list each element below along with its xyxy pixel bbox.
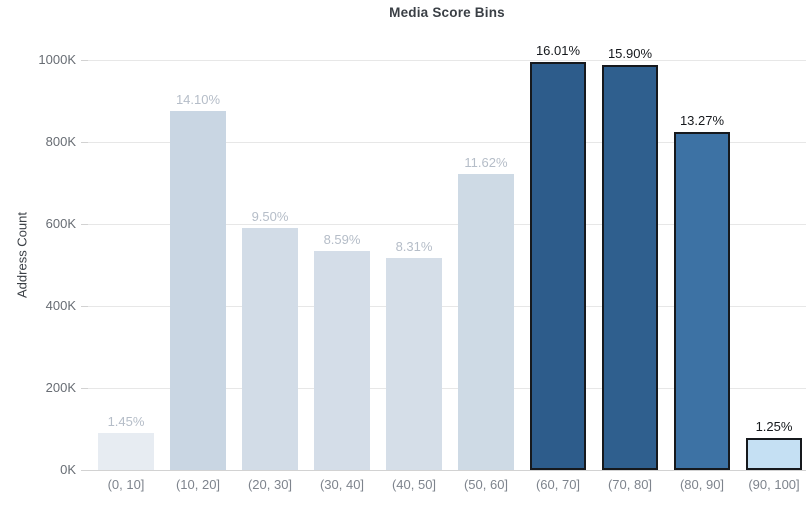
x-axis-tick-label: (20, 30]	[247, 477, 293, 492]
gridline	[88, 306, 806, 307]
x-axis-tick-label: (60, 70]	[535, 477, 581, 492]
gridline	[88, 142, 806, 143]
chart-title: Media Score Bins	[389, 5, 505, 20]
bar[interactable]	[386, 258, 442, 470]
bar-percent-label: 16.01%	[535, 43, 581, 58]
gridline	[88, 224, 806, 225]
x-axis-tick-label: (90, 100]	[748, 477, 800, 492]
bar-percent-label: 1.45%	[107, 414, 145, 429]
bar[interactable]	[602, 65, 658, 470]
bar-percent-label: 11.62%	[464, 155, 508, 170]
y-axis-tick-label: 200K	[45, 380, 76, 395]
x-axis-tick-label: (70, 80]	[607, 477, 653, 492]
bar-percent-label: 8.59%	[323, 232, 361, 247]
bar-percent-label: 8.31%	[395, 239, 433, 254]
bar[interactable]	[458, 174, 514, 470]
x-axis-tick-label: (80, 90]	[679, 477, 725, 492]
x-axis-tick-label: (40, 50]	[391, 477, 437, 492]
y-tick-mark	[81, 142, 88, 143]
y-axis-tick-label: 1000K	[38, 52, 76, 67]
y-tick-mark	[81, 470, 88, 471]
y-axis-tick-label: 800K	[45, 134, 76, 149]
y-tick-mark	[81, 388, 88, 389]
x-axis-tick-label: (50, 60]	[463, 477, 509, 492]
bar[interactable]	[530, 62, 586, 470]
bar[interactable]	[98, 433, 154, 470]
y-tick-mark	[81, 60, 88, 61]
bar-percent-label: 9.50%	[251, 209, 289, 224]
bar-percent-label: 13.27%	[679, 113, 725, 128]
gridline	[88, 60, 806, 61]
bar[interactable]	[170, 111, 226, 470]
bar[interactable]	[314, 251, 370, 470]
bar-percent-label: 1.25%	[755, 419, 793, 434]
bar[interactable]	[242, 228, 298, 470]
bar-percent-label: 14.10%	[175, 92, 221, 107]
y-axis-tick-label: 0K	[60, 462, 76, 477]
bar[interactable]	[746, 438, 802, 470]
y-tick-mark	[81, 224, 88, 225]
y-tick-mark	[81, 306, 88, 307]
y-axis-tick-label: 400K	[45, 298, 76, 313]
x-axis-tick-label: (0, 10]	[107, 477, 145, 492]
bar[interactable]	[674, 132, 730, 470]
bar-percent-label: 15.90%	[607, 46, 653, 61]
gridline	[88, 470, 806, 471]
gridline	[88, 388, 806, 389]
x-axis-tick-label: (10, 20]	[175, 477, 221, 492]
y-axis-tick-label: 600K	[45, 216, 76, 231]
x-axis-tick-label: (30, 40]	[319, 477, 365, 492]
